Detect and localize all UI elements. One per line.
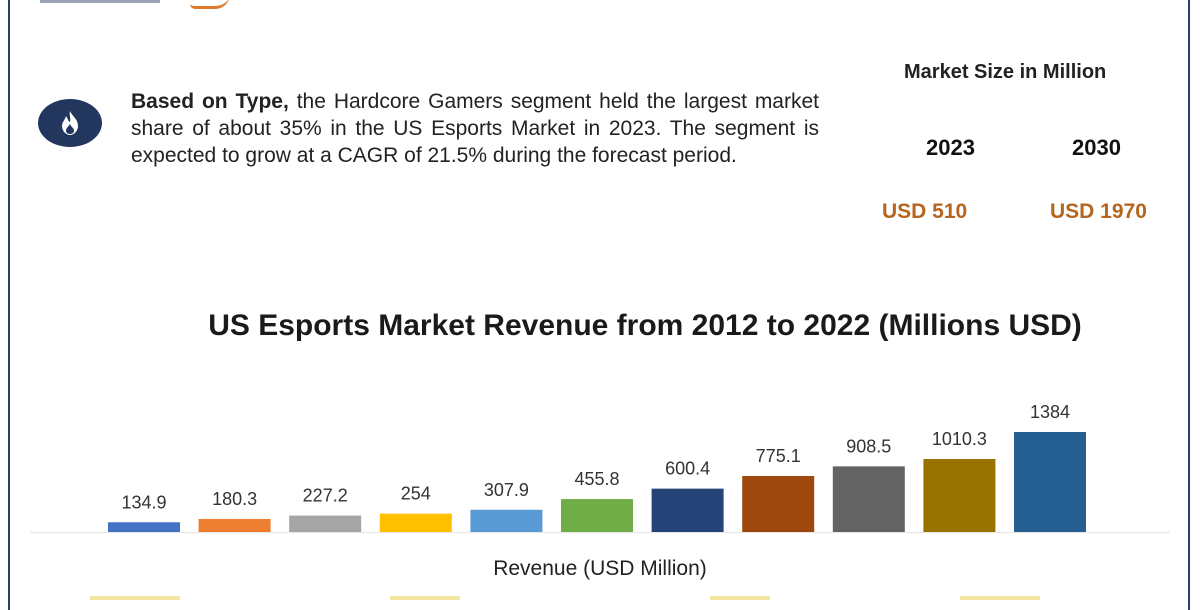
bar-10 [1014, 432, 1086, 532]
bar-value-label-3: 254 [401, 484, 431, 504]
bars-group [108, 432, 1086, 532]
bar-2 [289, 515, 362, 532]
bar-value-label-5: 455.8 [574, 469, 619, 489]
bar-1 [198, 518, 271, 532]
segment-summary: Based on Type, the Hardcore Gamers segme… [131, 88, 819, 169]
page-frame [8, 0, 1190, 610]
revenue-bar-chart: 134.9 180.3 227.2 254 307.9 455.8 600.4 775.1 90… [30, 402, 1170, 533]
summary-lead: Based on Type, [131, 90, 289, 113]
bottom-accent-strip [90, 596, 1040, 600]
bar-7 [742, 475, 815, 532]
year-2023: 2023 [926, 135, 975, 160]
market-size-panel: Market Size in Million 2023 2030 USD 510… [860, 55, 1190, 235]
brand-logo [40, 0, 230, 9]
chart-title: US Esports Market Revenue from 2012 to 2… [208, 309, 1082, 342]
value-2023: USD 510 [882, 200, 968, 223]
bar-3 [379, 513, 452, 532]
bar-6 [651, 488, 724, 532]
bar-value-label-7: 775.1 [756, 446, 801, 466]
summary-body: the Hardcore Gamers segment held the lar… [131, 90, 819, 167]
bar-labels-group: 134.9 180.3 227.2 254 307.9 455.8 600.4 775.1 90… [121, 402, 1070, 512]
bar-value-label-9: 1010.3 [932, 429, 987, 449]
bar-value-label-10: 1384 [1030, 402, 1070, 422]
bar-4 [470, 509, 543, 532]
bar-5 [561, 499, 633, 532]
bar-8 [832, 466, 905, 532]
bar-value-label-1: 180.3 [212, 489, 257, 509]
market-size-title: Market Size in Million [904, 61, 1107, 83]
x-axis-label: Revenue (USD Million) [493, 557, 707, 580]
flame-icon [38, 99, 102, 147]
bar-value-label-0: 134.9 [121, 492, 166, 512]
bar-value-label-8: 908.5 [846, 436, 891, 456]
bar-9 [923, 459, 996, 532]
bar-value-label-4: 307.9 [484, 480, 529, 500]
year-2030: 2030 [1072, 135, 1121, 160]
bar-0 [108, 522, 180, 532]
bar-value-label-2: 227.2 [303, 486, 348, 506]
value-2030: USD 1970 [1050, 200, 1147, 223]
bar-value-label-6: 600.4 [665, 459, 710, 479]
